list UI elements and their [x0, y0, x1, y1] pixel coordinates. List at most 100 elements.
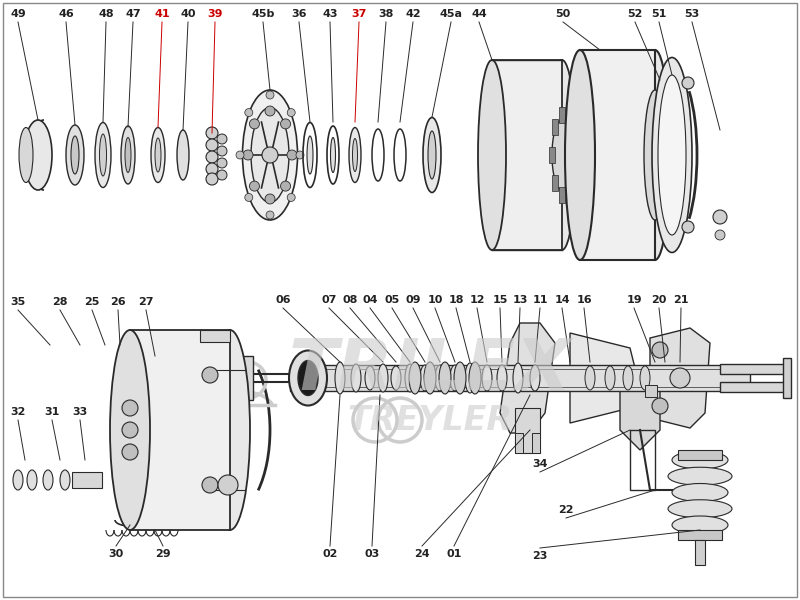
Text: 51: 51	[651, 9, 666, 19]
Ellipse shape	[125, 137, 131, 173]
Ellipse shape	[605, 366, 615, 390]
Text: 12: 12	[470, 295, 485, 305]
Bar	[130, 330, 230, 530]
Text: 05: 05	[384, 295, 400, 305]
Bar	[515, 433, 523, 453]
Circle shape	[206, 173, 218, 185]
Bar	[130, 330, 230, 530]
Text: 14: 14	[554, 295, 570, 305]
Text: 48: 48	[98, 9, 114, 19]
Ellipse shape	[482, 365, 492, 391]
Circle shape	[245, 109, 253, 116]
Text: 30: 30	[108, 549, 124, 559]
Ellipse shape	[585, 366, 595, 390]
Circle shape	[266, 91, 274, 99]
Circle shape	[217, 158, 227, 168]
Circle shape	[266, 211, 274, 219]
Text: 18: 18	[448, 295, 464, 305]
Text: 41: 41	[154, 9, 170, 19]
Text: 34: 34	[532, 459, 548, 469]
Circle shape	[206, 151, 218, 163]
Ellipse shape	[19, 127, 33, 182]
Text: 04: 04	[362, 295, 378, 305]
Ellipse shape	[289, 350, 327, 406]
Ellipse shape	[391, 366, 401, 390]
Circle shape	[245, 193, 253, 202]
Ellipse shape	[24, 120, 52, 190]
Ellipse shape	[71, 136, 79, 174]
Text: 42: 42	[405, 9, 421, 19]
Ellipse shape	[644, 90, 666, 220]
Ellipse shape	[478, 60, 506, 250]
Circle shape	[206, 163, 218, 175]
Ellipse shape	[565, 50, 595, 260]
Ellipse shape	[242, 90, 298, 220]
Ellipse shape	[66, 125, 84, 185]
Circle shape	[296, 151, 304, 159]
Bar	[569, 147, 575, 163]
Circle shape	[217, 170, 227, 180]
Circle shape	[652, 342, 668, 358]
Ellipse shape	[552, 120, 572, 190]
Text: 20: 20	[651, 295, 666, 305]
Ellipse shape	[409, 362, 421, 394]
Text: 52: 52	[627, 9, 642, 19]
Ellipse shape	[672, 516, 728, 534]
Bar	[72, 472, 102, 488]
Bar	[559, 187, 565, 203]
Circle shape	[202, 477, 218, 493]
Bar	[290, 365, 750, 391]
Text: TREYLER: TREYLER	[347, 403, 513, 437]
Bar	[566, 119, 572, 135]
Text: 25: 25	[84, 297, 100, 307]
Circle shape	[206, 127, 218, 139]
Ellipse shape	[405, 364, 415, 392]
Circle shape	[122, 444, 138, 460]
Text: 53: 53	[684, 9, 700, 19]
Polygon shape	[500, 323, 555, 433]
Bar	[720, 382, 785, 392]
Ellipse shape	[177, 130, 189, 180]
Circle shape	[265, 194, 275, 204]
Circle shape	[262, 147, 278, 163]
Ellipse shape	[378, 364, 388, 392]
Ellipse shape	[454, 362, 466, 394]
Circle shape	[281, 119, 290, 129]
Text: 47: 47	[125, 9, 141, 19]
Text: 15: 15	[492, 295, 508, 305]
Circle shape	[250, 181, 259, 191]
Ellipse shape	[428, 131, 436, 179]
Circle shape	[250, 119, 259, 129]
Bar	[552, 119, 558, 135]
Ellipse shape	[530, 365, 540, 391]
Text: 28: 28	[52, 297, 68, 307]
Bar	[559, 107, 565, 123]
Ellipse shape	[668, 500, 732, 518]
Bar	[218, 356, 253, 400]
Circle shape	[265, 106, 275, 116]
Text: 45a: 45a	[439, 9, 462, 19]
Text: 09: 09	[406, 295, 421, 305]
Text: 37: 37	[351, 9, 366, 19]
Bar	[580, 50, 655, 260]
Ellipse shape	[439, 362, 451, 394]
Circle shape	[217, 134, 227, 144]
Circle shape	[206, 139, 218, 151]
Ellipse shape	[513, 363, 523, 393]
Ellipse shape	[60, 470, 70, 490]
Ellipse shape	[99, 134, 106, 176]
Circle shape	[682, 77, 694, 89]
Circle shape	[652, 398, 668, 414]
Circle shape	[287, 109, 295, 116]
Text: 49: 49	[10, 9, 26, 19]
Polygon shape	[650, 328, 710, 428]
Bar	[678, 530, 722, 540]
Bar	[549, 147, 555, 163]
Text: 46: 46	[58, 9, 74, 19]
Ellipse shape	[658, 75, 686, 235]
Circle shape	[287, 193, 295, 202]
Ellipse shape	[548, 60, 576, 250]
Bar	[532, 433, 540, 453]
Ellipse shape	[335, 362, 345, 394]
Ellipse shape	[210, 330, 250, 530]
